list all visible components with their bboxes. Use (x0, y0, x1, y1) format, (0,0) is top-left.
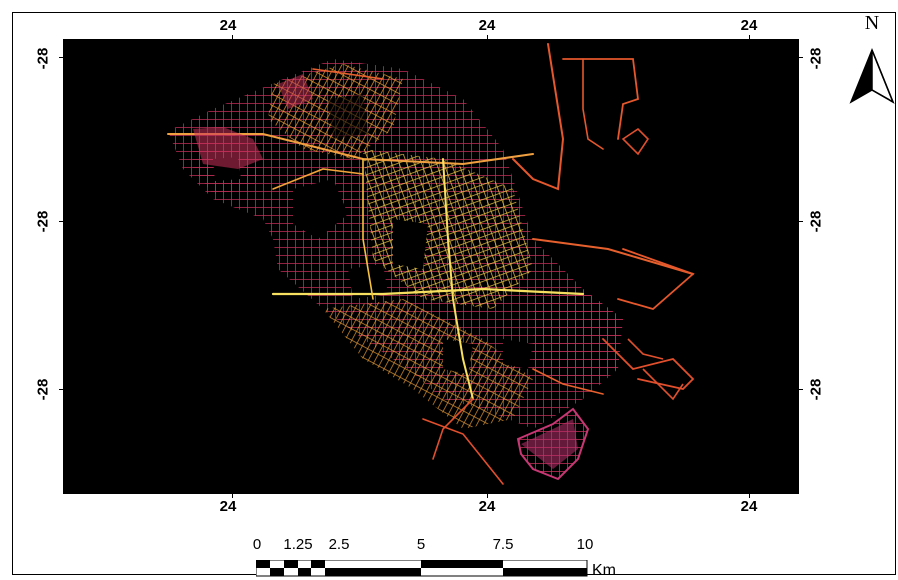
tick-right-2 (799, 221, 803, 222)
scale-label: 2.5 (328, 536, 350, 553)
grid-label-right: -28 (807, 210, 825, 233)
scale-label: 5 (416, 536, 426, 553)
scale-label: 7.5 (492, 536, 514, 553)
grid-label-bottom: 24 (478, 498, 496, 515)
scale-label: 1.25 (283, 536, 313, 553)
grid-label-left: -28 (34, 378, 52, 401)
scale-bar: 0 1.25 2.5 5 7.5 10 Km (246, 536, 646, 579)
grid-label-top: 24 (740, 17, 758, 34)
tick-left-2 (59, 221, 63, 222)
scale-unit: Km (592, 562, 616, 579)
grid-label-bottom: 24 (219, 498, 237, 515)
grid-label-left: -28 (34, 47, 52, 70)
map-canvas[interactable] (63, 39, 799, 494)
grid-label-right: -28 (807, 47, 825, 70)
tick-top-3 (749, 35, 750, 39)
tick-top-1 (232, 35, 233, 39)
tick-bottom-3 (749, 494, 750, 498)
grid-label-bottom: 24 (740, 498, 758, 515)
scale-label: 0 (252, 536, 262, 553)
grid-label-right: -28 (807, 378, 825, 401)
tick-left-1 (59, 57, 63, 58)
north-arrow-icon (849, 47, 895, 104)
urban-blocks (168, 59, 623, 429)
grid-label-top: 24 (219, 17, 237, 34)
tick-right-3 (799, 389, 803, 390)
road-network (167, 43, 695, 485)
scale-bar-graphic (256, 560, 588, 577)
tick-bottom-1 (232, 494, 233, 498)
tick-right-1 (799, 57, 803, 58)
tick-left-3 (59, 389, 63, 390)
tick-bottom-2 (487, 494, 488, 498)
grid-label-left: -28 (34, 210, 52, 233)
scale-label: 10 (576, 536, 594, 553)
north-label: N (864, 12, 880, 34)
tick-top-2 (487, 35, 488, 39)
grid-label-top: 24 (478, 17, 496, 34)
